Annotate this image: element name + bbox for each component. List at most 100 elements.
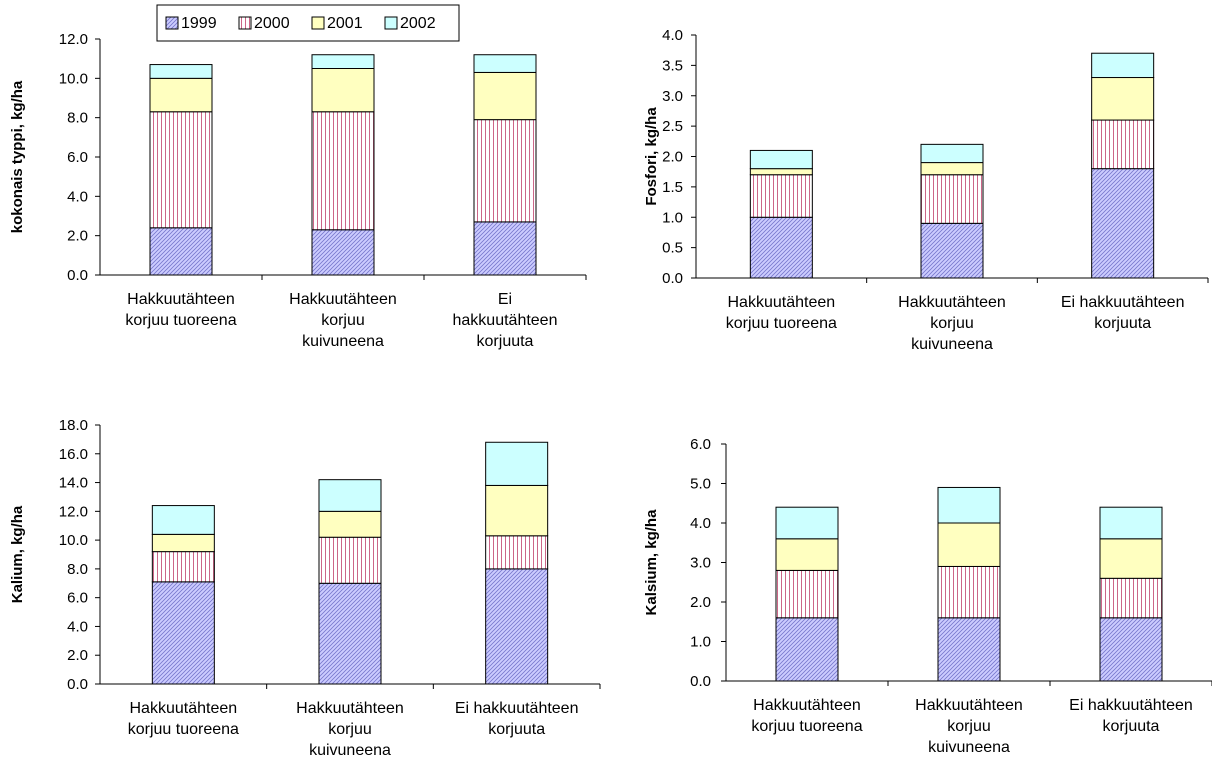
bar-segment-2000 [473,119,537,223]
bar-segment-1999 [485,568,549,685]
y-tick-label: 4.0 [662,27,683,44]
bar-segment-2002 [151,505,215,535]
bar-segment-1999 [775,617,839,682]
bar-segment-1999 [149,227,213,276]
legend-swatch [165,16,179,30]
bar-segment-2002 [1091,52,1155,79]
x-category-label: korjuuta [1094,315,1151,332]
legend-item-1999: 1999 [165,15,217,32]
bar-segment-2000 [151,551,215,583]
bar-segment-2001 [1091,77,1155,121]
y-tick-label: 8.0 [67,110,88,127]
bar-segment-2001 [318,510,382,538]
x-category-label: Ei hakkuutähteen [1069,697,1193,714]
bar-segment-2002 [775,506,839,540]
bar-segment-2002 [485,441,549,486]
chart-panel-3: 0.0 2.0 4.0 6.0 8.0 10.0 12.0 14.0 16.0 18.0 Kaliu… [9,417,601,759]
legend-label: 2002 [400,15,436,32]
y-tick-label: 5.0 [690,476,711,493]
bar-segment-2001 [485,484,549,537]
y-tick-label: 4.0 [67,188,88,205]
legend-label: 1999 [181,15,217,32]
legend-swatch [238,16,252,30]
y-tick-label: 0.0 [67,676,88,693]
x-category-label: Hakkuutähteen [728,294,836,311]
legend: 1999 2000 2001 2002 [156,4,460,42]
bar-segment-2000 [1091,119,1155,170]
legend-label: 2000 [254,15,290,32]
bar-segment-2000 [775,569,839,619]
bar-segment-2002 [149,64,213,79]
y-tick-label: 3.0 [662,88,683,105]
y-tick-label: 6.0 [690,436,711,453]
x-category-label: Hakkuutähteen [898,294,1006,311]
x-category-label: Hakkuutähteen [915,697,1023,714]
bar-segment-2002 [473,54,537,73]
y-tick-label: 4.0 [67,618,88,635]
y-tick-label: 10.0 [59,70,88,87]
y-axis-label: Fosfori, kg/ha [643,107,660,206]
bar-segment-1999 [937,617,1001,682]
y-tick-label: 0.5 [662,240,683,257]
y-tick-label: 2.5 [662,118,683,135]
legend-swatch [311,16,325,30]
bar-segment-2001 [920,162,984,176]
bar-segment-1999 [311,229,375,276]
x-category-label: Hakkuutähteen [753,697,861,714]
legend-item-2001: 2001 [311,15,363,32]
y-axis-label: Kalium, kg/ha [9,505,26,603]
x-category-label: korjuu [328,721,372,738]
y-tick-label: 2.0 [662,149,683,166]
x-category-label: Hakkuutähteen [130,700,238,717]
x-category-label: korjuu tuoreena [726,315,837,332]
bar-segment-2002 [920,143,984,164]
y-tick-label: 8.0 [67,561,88,578]
bar-segment-2000 [937,565,1001,619]
bar-segment-1999 [1091,168,1155,279]
y-tick-label: 12.0 [59,503,88,520]
x-category-label: kuivuneena [911,336,993,353]
x-category-label: Ei hakkuutähteen [1061,294,1185,311]
x-category-label: kuivuneena [309,742,391,759]
x-category-label: korjuu [321,312,365,329]
charts-layer: 0.0 2.0 4.0 6.0 8.0 10.0 12.0 kokonais typpi, k… [9,27,1212,759]
y-tick-label: 2.0 [67,647,88,664]
bar-segment-1999 [318,582,382,685]
y-axis-label: Kalsium, kg/ha [643,509,660,616]
y-tick-label: 2.0 [67,228,88,245]
y-tick-label: 3.5 [662,57,683,74]
y-tick-label: 2.0 [690,594,711,611]
x-category-label: hakkuutähteen [453,312,558,329]
x-category-label: korjuuta [1103,718,1160,735]
bar-segment-2001 [311,68,375,113]
bar-segment-2001 [1099,538,1163,579]
y-axis-label: kokonais typpi, kg/ha [9,80,26,233]
y-tick-label: 12.0 [59,31,88,48]
y-tick-label: 18.0 [59,417,88,434]
x-category-label: korjuu tuoreena [128,721,239,738]
legend-swatch [384,16,398,30]
bar-segment-2002 [311,54,375,69]
y-tick-label: 14.0 [59,475,88,492]
bar-segment-2001 [151,533,215,553]
bar-segment-2000 [749,174,813,218]
bar-segment-2001 [749,168,813,176]
bar-segment-1999 [920,222,984,279]
x-category-label: korjuu tuoreena [751,718,862,735]
bar-segment-2000 [1099,577,1163,619]
x-category-label: kuivuneena [302,333,384,350]
bar-segment-1999 [473,221,537,276]
y-tick-label: 0.0 [662,270,683,287]
bar-segment-2002 [749,149,813,170]
x-category-label: korjuuta [477,333,534,350]
y-tick-label: 4.0 [690,515,711,532]
x-category-label: Hakkuutähteen [289,291,397,308]
y-tick-label: 6.0 [67,590,88,607]
bar-segment-2000 [149,111,213,229]
bar-segment-2001 [473,71,537,121]
y-tick-label: 1.0 [662,209,683,226]
bar-segment-2001 [775,538,839,571]
legend-label: 2001 [327,15,363,32]
x-category-label: kuivuneena [928,739,1010,756]
bar-segment-2000 [485,535,549,570]
